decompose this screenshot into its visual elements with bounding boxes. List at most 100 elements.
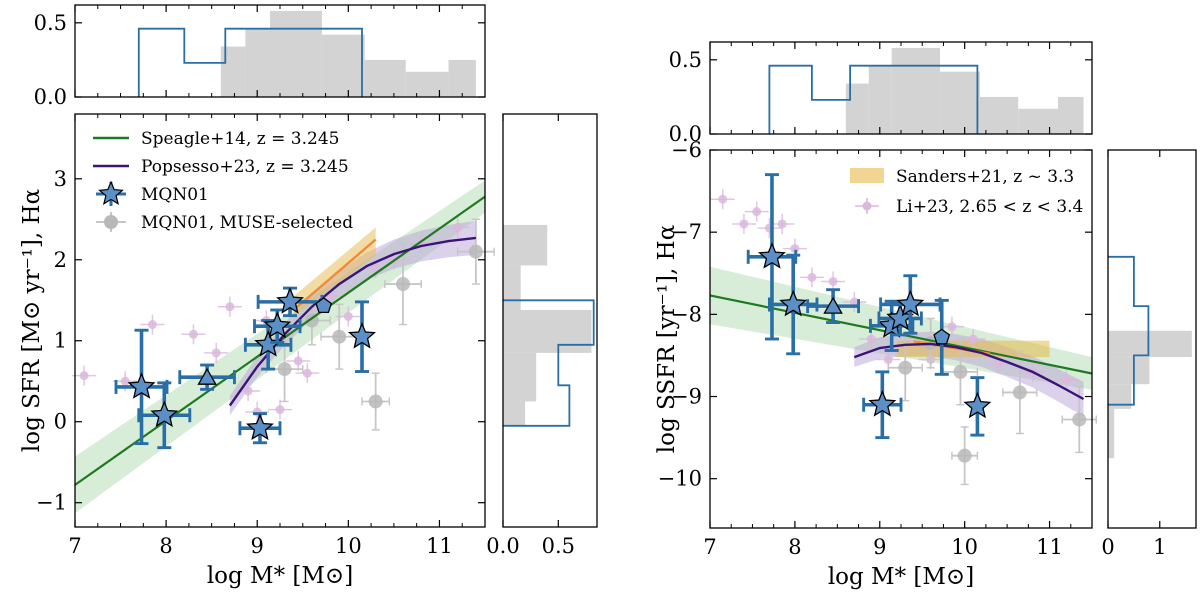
li23-point — [739, 219, 749, 229]
x-tick-label: 0.5 — [542, 534, 575, 558]
legend-star-swatch — [98, 180, 124, 205]
x-tick-label: 7 — [68, 534, 81, 558]
li23-point — [968, 334, 978, 344]
plot-frame — [1107, 149, 1197, 529]
li23-point — [718, 194, 728, 204]
mqn01-star-point — [779, 289, 808, 317]
gray-histogram-bar — [321, 34, 365, 97]
li23-point — [211, 348, 221, 358]
legend-circle-swatch — [104, 215, 118, 229]
gray-histogram-bar — [1108, 408, 1115, 459]
li23-point — [866, 334, 876, 344]
li23-point — [807, 272, 817, 282]
mqn01-star-point — [150, 400, 179, 428]
legend-label: MQN01 — [141, 185, 209, 205]
x-tick-label: 10 — [951, 535, 978, 559]
mqn01-star-point — [963, 391, 992, 419]
x-tick-label: 9 — [873, 535, 886, 559]
mqn01-pentagon-point — [315, 297, 333, 314]
legend-circle-swatch — [862, 201, 872, 211]
x-axis-label: log M* [M⊙] — [828, 564, 974, 590]
y-tick-label: 2 — [54, 248, 67, 272]
y-tick-label: 1 — [54, 329, 67, 353]
gray-histogram-bar — [868, 65, 892, 134]
muse-selected-point — [332, 329, 347, 344]
y-tick-label: 0.5 — [669, 48, 702, 72]
gray-histogram-bar — [1058, 96, 1084, 134]
muse-selected-point — [957, 448, 972, 463]
legend: Speagle+14, z = 3.245 Popsesso+23, z = 3.… — [93, 129, 353, 233]
li23-point — [1062, 375, 1072, 385]
y-axis-label: log SFR [M⊙ yr⁻¹], Hα — [19, 189, 45, 452]
mqn01-star-point — [127, 372, 156, 399]
y-tick-label: −7 — [671, 220, 702, 244]
mqn01-points — [746, 173, 992, 440]
mqn01-error-bar — [806, 288, 860, 325]
right-top-histogram: 0.0 0.5 — [669, 41, 1093, 146]
li23-point — [343, 311, 353, 321]
muse-selected-point — [1072, 412, 1087, 427]
gray-histogram-bar — [1108, 357, 1150, 385]
gray-histogram-bar — [891, 47, 941, 134]
muse-selected-points — [887, 317, 1097, 486]
li23-point — [293, 356, 303, 366]
gray-histogram-bar — [269, 10, 322, 97]
gray-histogram-bar — [979, 96, 1019, 134]
li23-point — [147, 320, 157, 330]
x-tick-label: 10 — [335, 534, 362, 558]
muse-selected-points — [265, 218, 495, 431]
legend-patch-swatch — [850, 168, 884, 183]
muse-selected-point — [396, 277, 410, 292]
y-tick-label: 0 — [54, 410, 67, 434]
mqn01-star-point — [868, 390, 897, 417]
y-tick-label: −8 — [671, 302, 702, 326]
li23-point — [302, 368, 312, 378]
muse-selected-point — [468, 244, 483, 259]
x-tick-label: 0 — [1101, 535, 1114, 559]
gray-histogram-bar — [405, 71, 449, 97]
left-top-histogram: 0.0 0.5 — [34, 4, 486, 109]
x-axis-label: log M* [M⊙] — [207, 563, 353, 589]
x-tick-label: 11 — [426, 534, 453, 558]
gray-histogram-bar — [940, 71, 980, 134]
legend-label: Popsesso+23, z = 3.245 — [141, 157, 349, 177]
legend-label: MQN01, MUSE-selected — [141, 213, 353, 233]
legend-label: Sanders+21, z ~ 3.3 — [896, 167, 1074, 187]
y-tick-label: −1 — [36, 491, 67, 515]
x-tick-label: 9 — [251, 534, 264, 558]
y-tick-label: 0.5 — [34, 11, 67, 35]
muse-selected-point — [953, 364, 968, 379]
legend: Sanders+21, z ~ 3.3 Li+23, 2.65 < z < 3.4 — [850, 167, 1083, 217]
li23-point — [188, 329, 198, 339]
y-tick-label: −9 — [671, 385, 702, 409]
legend-label: Speagle+14, z = 3.245 — [141, 129, 339, 149]
gray-histogram-bar — [503, 401, 526, 426]
orange-fit-line — [292, 238, 377, 311]
gray-histogram-bar — [245, 28, 270, 97]
gray-histogram-bar — [1108, 330, 1192, 358]
mqn01-star-point — [276, 287, 304, 314]
y-tick-label: −6 — [671, 138, 702, 162]
y-tick-label: 0.0 — [669, 122, 702, 146]
mqn01-star-point — [347, 321, 377, 349]
li23-point — [849, 297, 859, 307]
muse-selected-point — [277, 362, 292, 377]
gray-histogram-bar — [503, 224, 548, 266]
li23-point — [994, 359, 1004, 369]
li23-point — [828, 276, 838, 286]
gray-histogram-bar — [364, 59, 406, 97]
li23-point — [79, 371, 89, 381]
mqn01-pentagon-point — [933, 328, 951, 345]
y-tick-label: 3 — [54, 167, 67, 191]
mqn01-triangle-point — [823, 296, 843, 314]
y-tick-label: 0.0 — [34, 85, 67, 109]
li23-point — [883, 355, 893, 365]
legend-label: Li+23, 2.65 < z < 3.4 — [896, 197, 1083, 217]
muse-selected-point — [368, 394, 383, 409]
left-right-histogram: 0.0 0.5 — [486, 113, 598, 558]
mqn01-triangle-point — [197, 367, 217, 385]
gray-histogram-bar — [503, 265, 521, 310]
gray-histogram-bar — [503, 309, 592, 353]
li23-point — [371, 263, 381, 273]
